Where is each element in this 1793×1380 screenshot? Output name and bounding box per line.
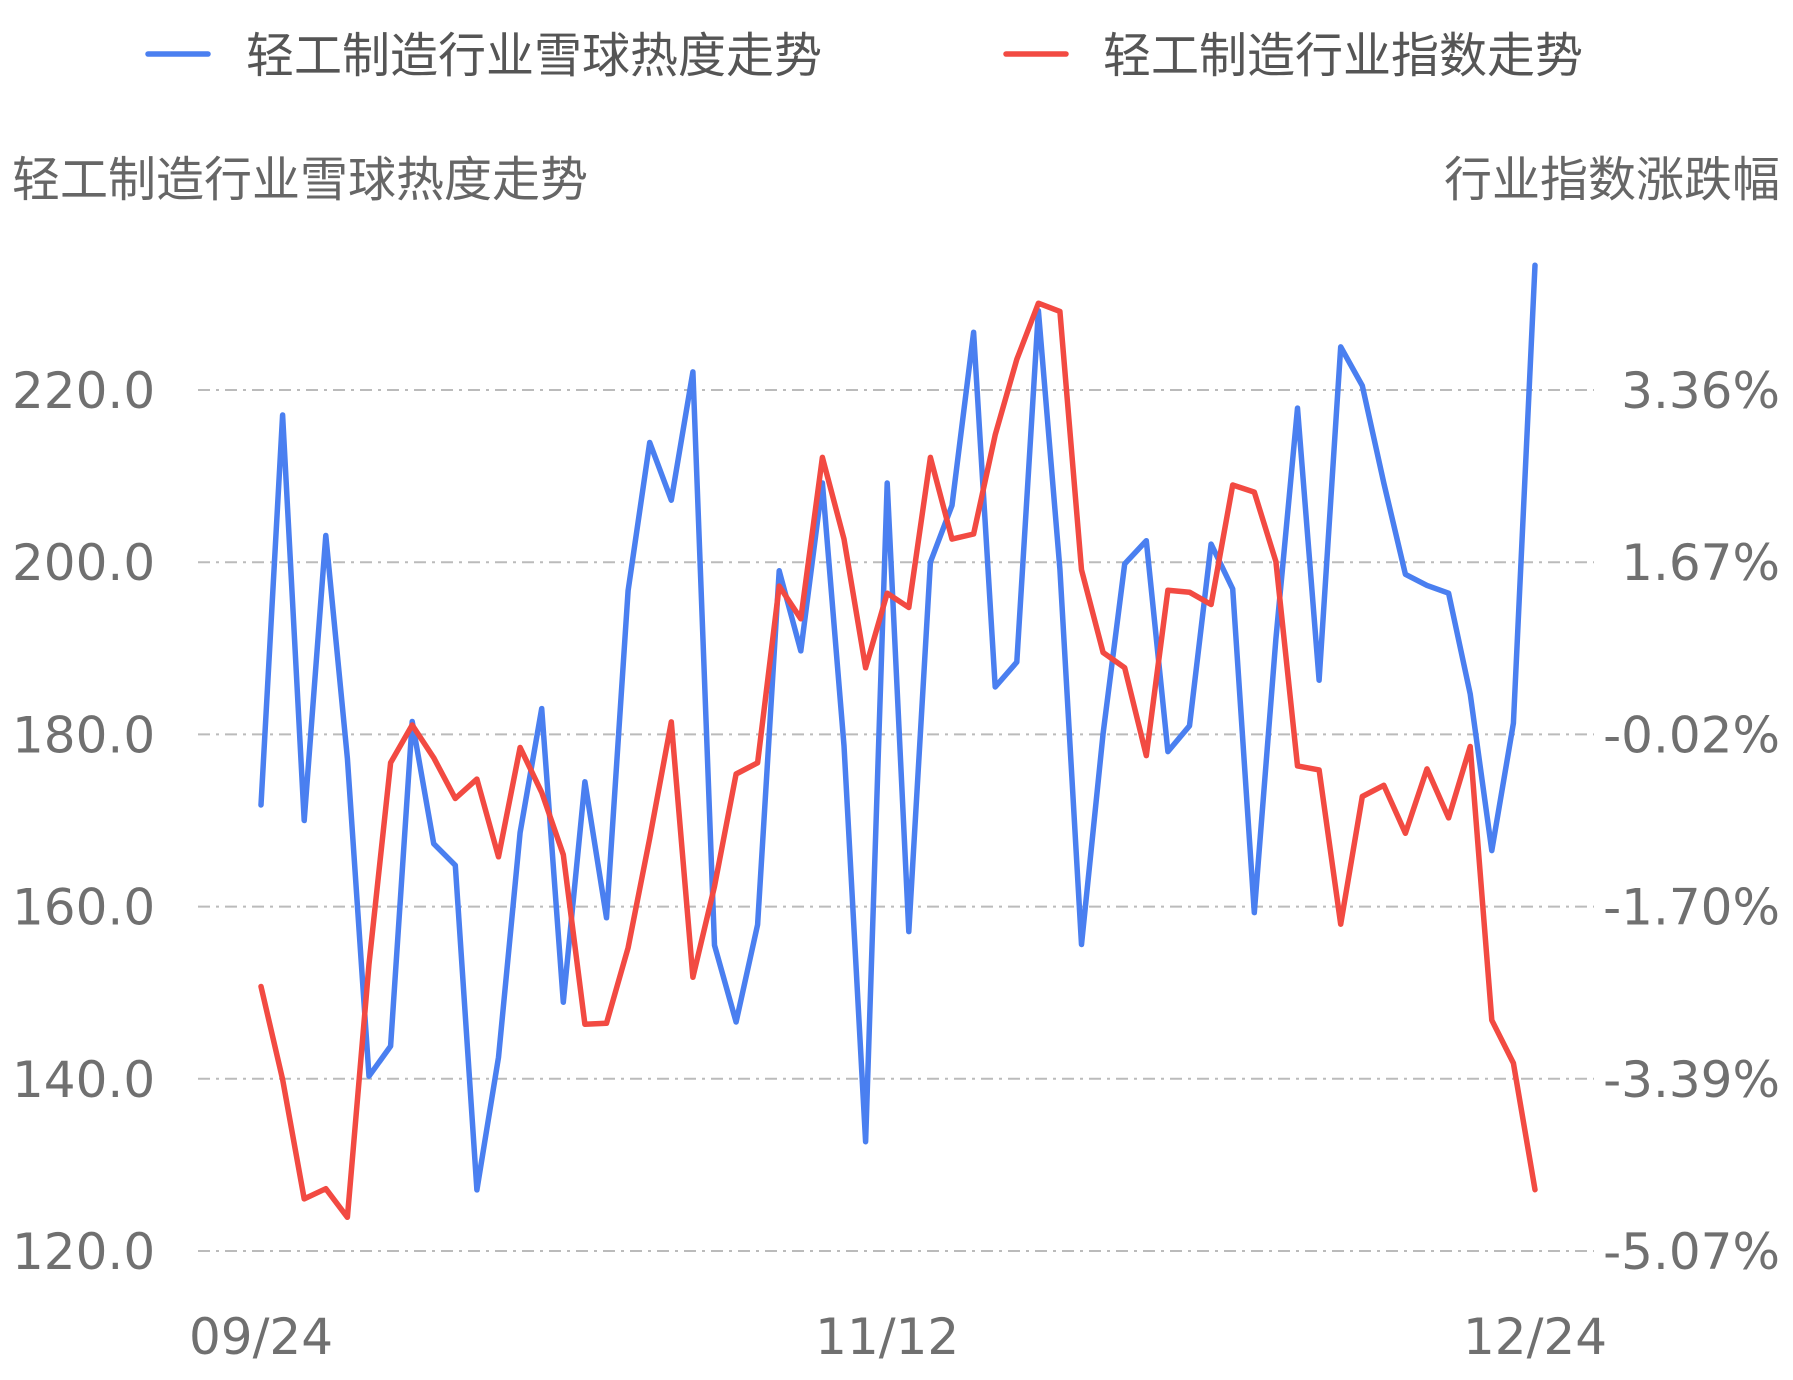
- legend: 轻工制造行业雪球热度走势 轻工制造行业指数走势: [145, 28, 1583, 84]
- left-tick-label: 220.0: [12, 362, 155, 420]
- right-axis-title: 行业指数涨跌幅: [1444, 152, 1780, 208]
- right-tick-label: -5.07%: [1603, 1223, 1780, 1281]
- left-tick-label: 200.0: [12, 534, 155, 592]
- right-tick-label: -0.02%: [1603, 706, 1780, 764]
- legend-item-heat[interactable]: 轻工制造行业雪球热度走势: [145, 28, 822, 84]
- series: [258, 262, 1538, 1221]
- index-series-line[interactable]: [258, 300, 1538, 1221]
- left-tick-label: 140.0: [12, 1051, 155, 1109]
- legend-label-heat: 轻工制造行业雪球热度走势: [246, 28, 822, 84]
- right-tick-label: 1.67%: [1621, 534, 1780, 592]
- right-tick-label: 3.36%: [1621, 362, 1780, 420]
- left-axis-title: 轻工制造行业雪球热度走势: [12, 152, 588, 208]
- x-axis-ticks: 09/24 11/12 12/24: [189, 1308, 1607, 1366]
- x-tick-label: 09/24: [189, 1308, 333, 1366]
- right-tick-label: -3.39%: [1603, 1051, 1780, 1109]
- left-axis-ticks: 220.0 200.0 180.0 160.0 140.0 120.0: [12, 362, 155, 1281]
- legend-item-index[interactable]: 轻工制造行业指数走势: [1003, 28, 1583, 84]
- x-tick-label: 11/12: [815, 1308, 959, 1366]
- left-tick-label: 160.0: [12, 879, 155, 937]
- right-tick-label: -1.70%: [1603, 879, 1780, 937]
- x-tick-label: 12/24: [1463, 1308, 1607, 1366]
- legend-label-index: 轻工制造行业指数走势: [1103, 28, 1583, 84]
- heat-series-line[interactable]: [258, 262, 1538, 1193]
- right-axis-ticks: 3.36% 1.67% -0.02% -1.70% -3.39% -5.07%: [1603, 362, 1780, 1281]
- left-tick-label: 120.0: [12, 1223, 155, 1281]
- left-tick-label: 180.0: [12, 706, 155, 764]
